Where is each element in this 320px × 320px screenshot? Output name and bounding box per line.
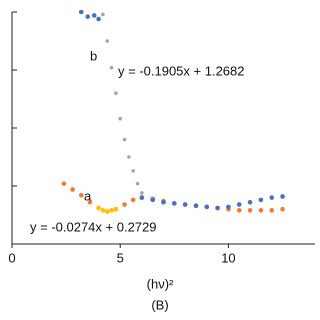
point <box>122 202 127 207</box>
point <box>131 169 135 173</box>
point <box>61 181 67 186</box>
point <box>280 194 285 199</box>
point <box>91 13 97 18</box>
point <box>150 197 155 203</box>
point <box>96 16 101 22</box>
x-tick-label: 10 <box>221 250 235 265</box>
point <box>96 205 101 211</box>
point <box>78 192 84 198</box>
point <box>247 208 253 213</box>
point <box>269 208 275 213</box>
point <box>182 202 188 207</box>
point <box>104 209 110 214</box>
point <box>280 206 285 212</box>
annotation: a <box>84 188 92 203</box>
point <box>226 204 231 210</box>
point <box>101 12 105 17</box>
point <box>236 202 242 207</box>
point <box>78 9 84 15</box>
x-tick-label: 0 <box>8 250 15 265</box>
point <box>139 195 145 200</box>
point <box>215 205 220 211</box>
point <box>87 199 93 205</box>
point <box>258 208 264 213</box>
annotation: b <box>90 48 97 63</box>
point <box>161 199 166 205</box>
point <box>140 191 144 195</box>
point <box>236 208 242 213</box>
point <box>127 155 131 159</box>
point <box>122 137 127 142</box>
caption: (B) <box>151 297 168 312</box>
point <box>193 203 199 209</box>
point <box>269 195 275 200</box>
point <box>109 208 114 213</box>
point <box>113 206 119 212</box>
x-tick-label: 5 <box>117 250 124 265</box>
point <box>118 116 123 121</box>
annotation: y = -0.1905x + 1.2682 <box>118 63 244 78</box>
point <box>247 199 253 205</box>
point <box>109 65 114 70</box>
point <box>100 208 106 213</box>
x-axis-title: (hν)² <box>147 276 174 291</box>
point <box>70 187 75 192</box>
point <box>130 197 136 203</box>
annotation: y = -0.0274x + 0.2729 <box>30 219 156 234</box>
point <box>172 201 177 206</box>
point <box>258 197 264 203</box>
point <box>114 91 118 95</box>
point <box>105 39 110 43</box>
point <box>135 181 140 186</box>
point <box>85 14 91 19</box>
point <box>204 204 210 210</box>
